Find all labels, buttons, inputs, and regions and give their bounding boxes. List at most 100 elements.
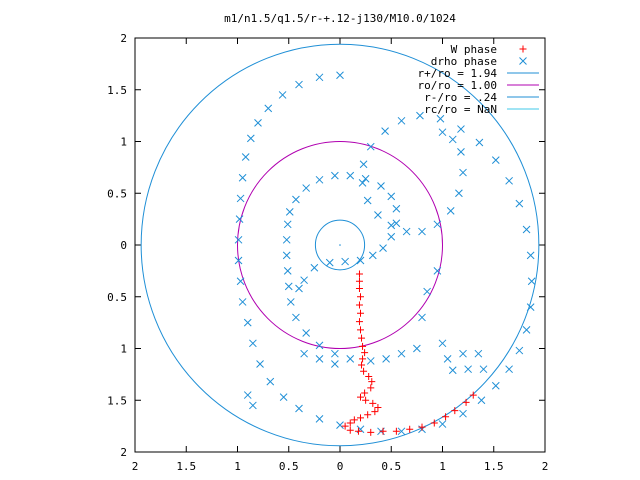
drho-phase-point (446, 206, 455, 215)
drho-phase-point (292, 195, 300, 204)
w-phase-point (418, 423, 426, 431)
w-phase-point (368, 378, 376, 386)
w-phase-point (355, 277, 363, 285)
drho-phase-point (315, 175, 324, 184)
circle-line (237, 141, 443, 349)
drho-phase-point (238, 173, 247, 182)
y-tick-label: 1.5 (107, 84, 127, 97)
drho-phase-point (374, 211, 382, 219)
drho-phase-point (368, 251, 377, 260)
w-phase-point (364, 411, 372, 419)
x-tick-label: 0.5 (279, 460, 299, 473)
w-phase-point (360, 367, 368, 375)
w-phase-point (392, 427, 400, 435)
w-phase-point (350, 416, 358, 424)
drho-phase-point (381, 127, 389, 136)
drho-phase-point (282, 251, 291, 260)
drho-phase-point (249, 401, 257, 410)
drho-phase-point (457, 147, 465, 156)
drho-phase-point (443, 354, 452, 363)
drho-phase-point (433, 267, 442, 275)
drho-phase-point (266, 377, 275, 386)
drho-phase-point (249, 339, 257, 348)
w-phase-point (346, 419, 354, 427)
drho-phase-point (459, 349, 467, 358)
drho-phase-point (382, 354, 390, 363)
drho-phase-point (238, 298, 247, 306)
drho-phase-point (474, 349, 483, 358)
drho-phase-point (235, 215, 244, 223)
drho-phase-point (236, 277, 245, 286)
drho-phase-point (341, 257, 349, 266)
w-phase-point (374, 403, 382, 411)
w-phase-point (451, 407, 459, 415)
data-points (234, 71, 536, 436)
drho-phase-point (361, 174, 370, 183)
drho-phase-point (366, 357, 375, 365)
drho-phase-point (236, 194, 245, 203)
drho-phase-point (243, 391, 252, 399)
w-phase-point (357, 414, 364, 422)
drho-phase-point (325, 258, 334, 267)
drho-phase-point (331, 360, 339, 368)
w-phase-point (359, 342, 367, 350)
w-phase-point (362, 396, 370, 404)
y-tick-label: 1 (120, 343, 127, 356)
y-tick-label: 0.5 (107, 291, 127, 304)
drho-phase-point (479, 365, 488, 374)
drho-phase-point (402, 227, 411, 236)
w-phase-point (367, 384, 375, 392)
x-tick-label: 1 (234, 460, 241, 473)
y-tick-label: 2 (120, 32, 127, 45)
drho-phase-point (310, 263, 319, 272)
drho-phase-point (448, 366, 457, 375)
legend-label: drho phase (431, 55, 497, 68)
drho-phase-point (302, 329, 311, 337)
w-phase-point (430, 419, 438, 427)
drho-phase-point (254, 119, 262, 127)
w-phase-point (371, 408, 379, 416)
drho-phase-point (416, 111, 424, 120)
drho-phase-point (436, 114, 445, 123)
drho-phase-point (285, 208, 294, 216)
drho-phase-point (397, 427, 406, 436)
drho-phase-point (356, 256, 365, 265)
drho-phase-point (300, 349, 308, 358)
drho-phase-point (505, 365, 513, 374)
drho-phase-point (527, 277, 536, 286)
drho-phase-point (336, 421, 344, 429)
w-phase-point (469, 391, 477, 399)
drho-phase-point (315, 73, 324, 82)
drho-phase-point (448, 135, 457, 144)
drho-phase-point (286, 298, 295, 306)
reference-circles (140, 43, 540, 447)
drho-phase-point (295, 404, 303, 413)
w-phase-point (355, 270, 363, 278)
drho-phase-point (336, 71, 344, 80)
x-tick-label: 0.5 (381, 460, 401, 473)
w-phase-point (355, 301, 363, 309)
drho-phase-point (363, 196, 372, 205)
w-phase-point (358, 361, 366, 369)
drho-phase-point (438, 339, 447, 348)
drho-phase-point (292, 313, 300, 322)
drho-phase-point (526, 251, 535, 260)
y-tick-label: 2 (120, 446, 127, 459)
drho-phase-point (295, 80, 303, 89)
w-phase-point (355, 318, 363, 326)
drho-phase-point (464, 365, 472, 374)
drho-phase-point (331, 349, 339, 358)
drho-phase-point (526, 303, 535, 311)
w-phase-point (406, 425, 414, 433)
drho-phase-point (377, 182, 385, 190)
x-tick-label: 1.5 (484, 460, 504, 473)
legend-label: r+/ro = 1.94 (418, 67, 498, 80)
drho-phase-point (392, 204, 401, 213)
drho-phase-point (459, 168, 467, 177)
drho-phase-point (278, 91, 287, 99)
legend-label: r-/ro = .24 (424, 91, 497, 104)
drho-phase-point (387, 221, 396, 230)
drho-phase-point (283, 220, 292, 229)
